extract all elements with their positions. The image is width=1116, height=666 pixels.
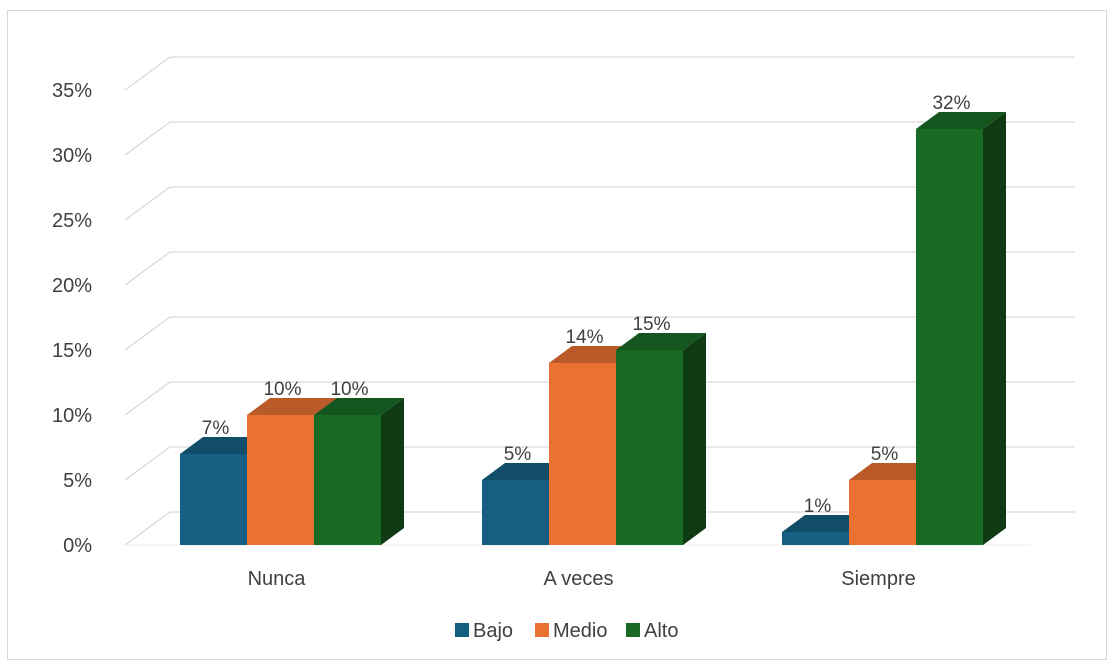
y-tick-label: 20%	[52, 275, 92, 297]
gridline-diagonal	[124, 186, 171, 221]
gridline-diagonal	[124, 316, 171, 351]
bar-top-alto	[616, 333, 706, 350]
x-category-label: Nunca	[248, 568, 307, 590]
data-label: 14%	[565, 327, 603, 348]
gridline-diagonal	[124, 446, 171, 481]
bar-medio	[849, 480, 916, 545]
legend-swatch-alto	[626, 623, 640, 637]
data-label: 10%	[330, 379, 368, 400]
bar-alto	[314, 415, 381, 545]
bar-bajo	[180, 454, 247, 545]
y-tick-label: 30%	[52, 145, 92, 167]
legend-label-medio: Medio	[553, 620, 607, 642]
x-category-label: Siempre	[841, 568, 915, 590]
bar-alto	[916, 129, 983, 545]
bar-top-medio	[247, 398, 337, 415]
y-tick-label: 5%	[63, 470, 92, 492]
data-label: 5%	[871, 444, 899, 465]
data-label: 15%	[632, 314, 670, 335]
bar-side-alto	[683, 333, 706, 545]
gridline-diagonal	[124, 251, 171, 286]
data-label: 10%	[263, 379, 301, 400]
bar-side-alto	[983, 112, 1006, 545]
data-label: 1%	[804, 496, 832, 517]
bar-top-alto	[314, 398, 404, 415]
x-category-label: A veces	[543, 568, 613, 590]
bar-medio	[247, 415, 314, 545]
y-tick-label: 15%	[52, 340, 92, 362]
data-label: 7%	[202, 418, 230, 439]
bar-side-alto	[381, 398, 404, 545]
legend-label-bajo: Bajo	[473, 620, 513, 642]
bar-medio	[549, 363, 616, 545]
data-label: 5%	[504, 444, 532, 465]
gridline-diagonal	[124, 511, 171, 546]
data-label: 32%	[932, 93, 970, 114]
gridline-diagonal	[124, 121, 171, 156]
y-tick-label: 10%	[52, 405, 92, 427]
y-tick-label: 0%	[63, 535, 92, 557]
legend-swatch-medio	[535, 623, 549, 637]
y-tick-label: 25%	[52, 210, 92, 232]
bar-top-alto	[916, 112, 1006, 129]
legend-label-alto: Alto	[644, 620, 678, 642]
y-tick-label: 35%	[52, 80, 92, 102]
bar-bajo	[482, 480, 549, 545]
bar-bajo	[782, 532, 849, 545]
gridline-diagonal	[124, 381, 171, 416]
gridline-diagonal	[124, 56, 171, 91]
legend-swatch-bajo	[455, 623, 469, 637]
bar-alto	[616, 350, 683, 545]
